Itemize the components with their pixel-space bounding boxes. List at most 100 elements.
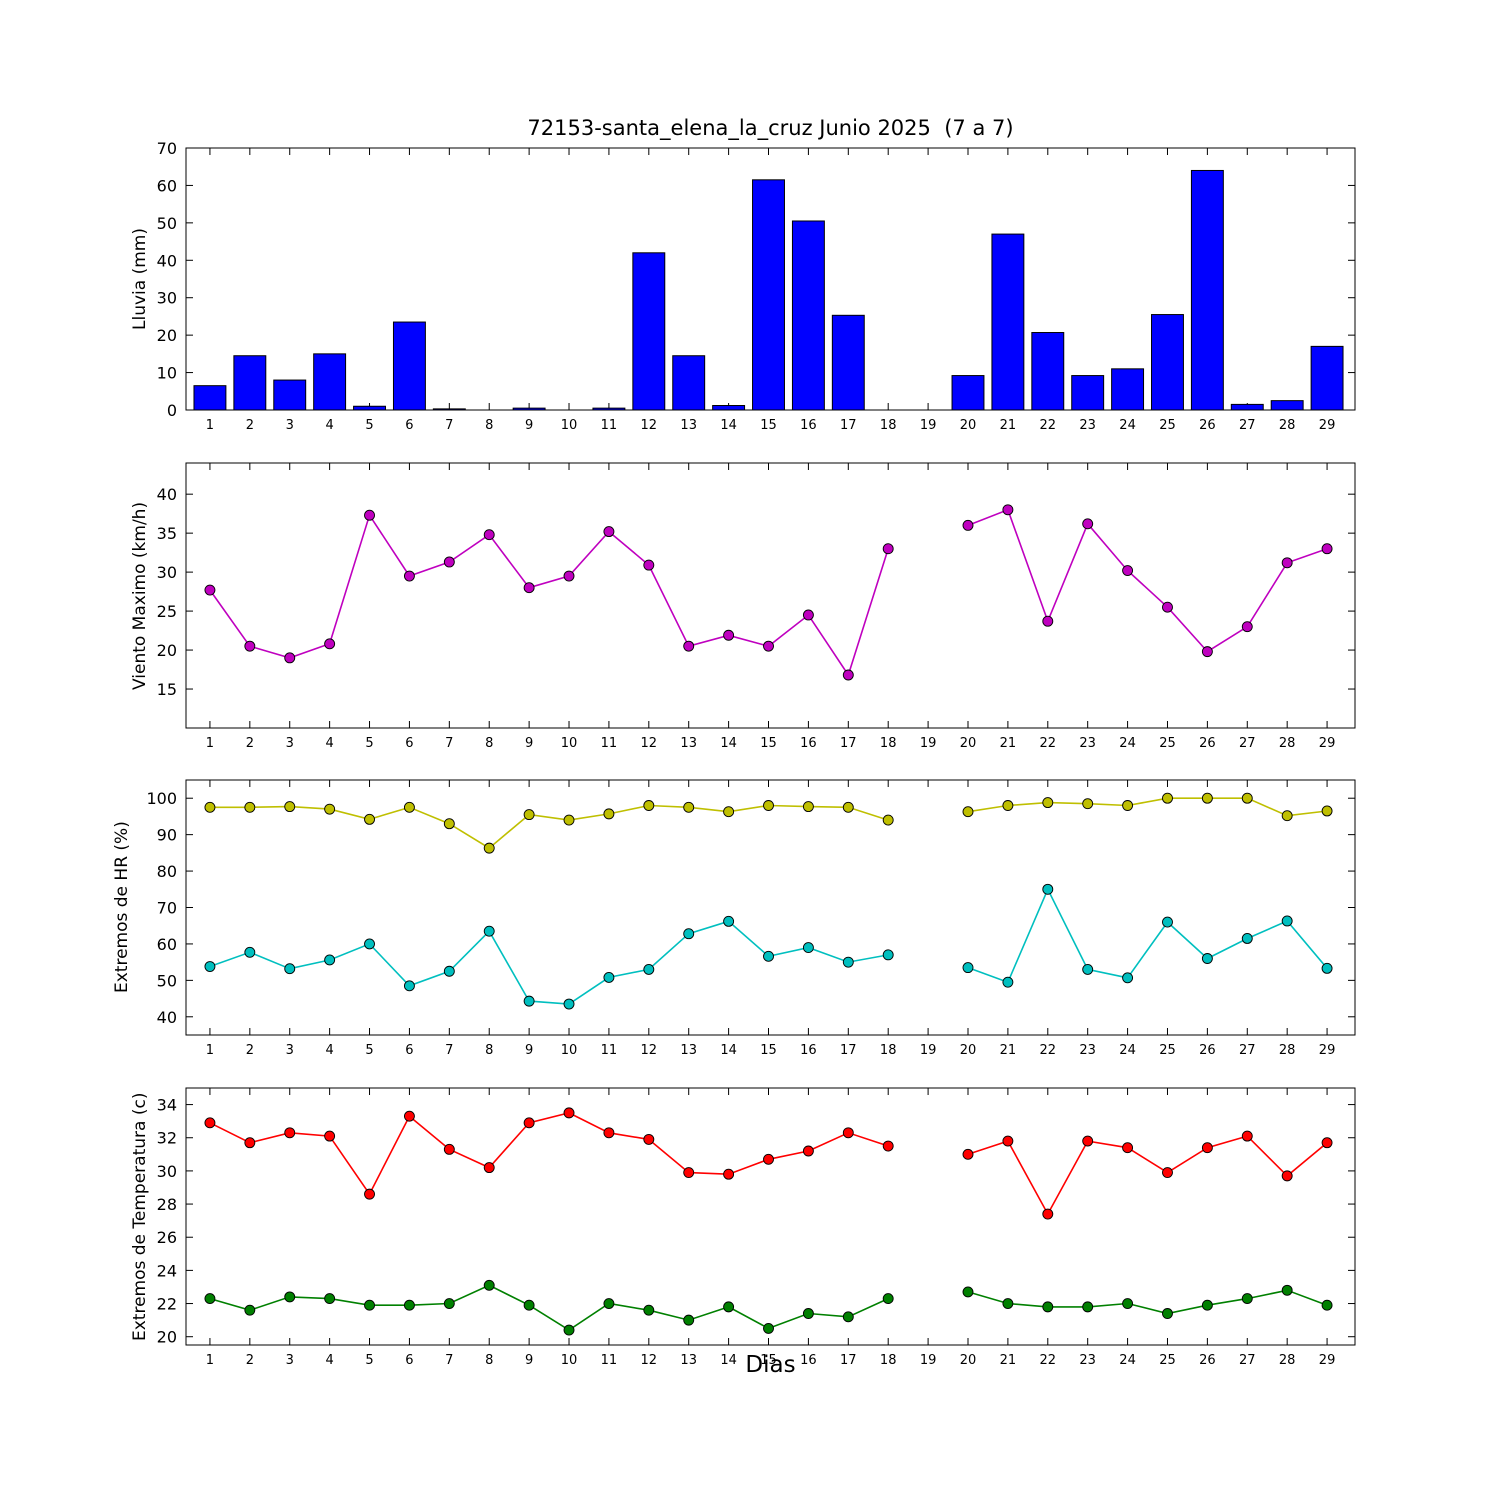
- hr-maxima-marker-day-2: [244, 801, 256, 813]
- hr-minima-marker-day-3: [284, 963, 296, 975]
- y-tick-label: 24: [157, 1261, 177, 1280]
- hr-minima-marker-day-25: [1162, 916, 1173, 928]
- y-tick-label: 100: [146, 789, 177, 808]
- hr-maxima-marker-day-27: [1241, 792, 1253, 804]
- x-tick-label: 13: [680, 1353, 697, 1368]
- hr-maxima-marker-day-29: [1321, 805, 1333, 817]
- x-tick-label: 19: [920, 418, 937, 433]
- hr-minima-marker-day-16: [802, 942, 814, 954]
- temperatura-maxima-marker-day-5: [364, 1188, 375, 1200]
- viento-maximo-marker-day-9: [523, 582, 535, 594]
- x-tick-label: 16: [800, 1043, 817, 1058]
- hr-maxima-marker-day-1: [204, 801, 216, 813]
- lluvia-bar-day-3: [273, 379, 307, 411]
- x-tick-label: 4: [325, 418, 333, 433]
- temperatura-maxima-marker-day-8: [483, 1162, 495, 1174]
- x-tick-label: 3: [286, 1353, 294, 1368]
- y-tick-label: 30: [157, 289, 177, 308]
- temperatura-maxima-marker-day-17: [842, 1127, 854, 1139]
- x-tick-label: 21: [1000, 736, 1017, 751]
- hr-maxima-line: [209, 797, 1328, 850]
- x-tick-label: 23: [1079, 418, 1096, 433]
- x-tick-label: 3: [286, 736, 294, 751]
- x-tick-label: 26: [1199, 1043, 1216, 1058]
- hr-maxima-marker-day-14: [723, 806, 735, 818]
- x-tick-label: 9: [525, 1353, 533, 1368]
- x-tick-label: 21: [1000, 418, 1017, 433]
- viento-maximo-marker-day-2: [244, 640, 256, 652]
- x-tick-label: 19: [920, 736, 937, 751]
- temperatura-maxima-marker-day-28: [1281, 1170, 1293, 1182]
- x-tick-label: 12: [641, 418, 658, 433]
- x-tick-label: 18: [880, 1043, 897, 1058]
- x-tick-label: 15: [760, 1353, 777, 1368]
- x-tick-label: 6: [405, 1043, 413, 1058]
- hr-maxima-marker-day-5: [364, 813, 375, 825]
- hr-minima-marker-day-2: [244, 946, 256, 958]
- xaxis-title: Dias: [745, 1352, 796, 1378]
- hr-minima-marker-day-21: [1002, 976, 1014, 988]
- temperatura-minima-marker-day-10: [563, 1324, 575, 1336]
- temperatura-maxima-marker-day-29: [1321, 1137, 1333, 1149]
- viento-maximo-marker-day-1: [204, 584, 216, 596]
- x-tick-label: 9: [525, 1043, 533, 1058]
- y-tick-label: 50: [157, 214, 177, 233]
- viento-maximo-marker-day-18: [882, 543, 894, 555]
- x-tick-label: 25: [1159, 736, 1176, 751]
- viento-maximo-marker-day-13: [683, 640, 695, 652]
- x-tick-label: 24: [1119, 1353, 1136, 1368]
- x-tick-label: 18: [880, 418, 897, 433]
- x-tick-label: 27: [1239, 736, 1256, 751]
- x-tick-label: 10: [561, 1043, 578, 1058]
- hr-maxima-marker-day-13: [683, 801, 695, 813]
- x-tick-label: 2: [246, 1353, 254, 1368]
- temperatura-minima-marker-day-2: [244, 1304, 256, 1316]
- x-tick-label: 27: [1239, 1043, 1256, 1058]
- lluvia-bar-day-25: [1151, 314, 1184, 411]
- hr-maxima-marker-day-24: [1122, 800, 1134, 811]
- ylabel-viento: Viento Maximo (km/h): [130, 501, 150, 690]
- temperatura-minima-marker-day-12: [643, 1304, 655, 1316]
- lluvia-bar-day-11: [592, 407, 626, 411]
- x-tick-label: 1: [206, 736, 214, 751]
- lluvia-bar-day-17: [831, 314, 865, 411]
- lluvia-bar-day-29: [1310, 345, 1344, 411]
- temperatura-maxima-marker-day-26: [1201, 1142, 1213, 1154]
- lluvia-bar-day-21: [991, 233, 1025, 411]
- temperatura-minima-marker-day-1: [204, 1293, 216, 1305]
- hr-maxima-marker-day-11: [603, 808, 615, 820]
- y-tick-label: 25: [157, 602, 177, 621]
- temperatura-minima-marker-day-17: [842, 1311, 854, 1323]
- hr-minima-marker-day-6: [403, 980, 415, 992]
- hr-minima-marker-day-28: [1281, 915, 1293, 927]
- temperatura-minima-marker-day-23: [1082, 1301, 1094, 1313]
- y-tick-label: 90: [157, 826, 177, 845]
- lluvia-bar-day-27: [1230, 403, 1264, 411]
- hr-maxima-marker-day-15: [763, 800, 774, 811]
- viento-maximo-marker-day-11: [603, 526, 615, 538]
- x-tick-label: 7: [445, 736, 453, 751]
- hr-maxima-marker-day-8: [483, 842, 495, 854]
- x-tick-label: 4: [325, 1353, 333, 1368]
- x-tick-label: 5: [365, 418, 373, 433]
- x-tick-label: 3: [286, 1043, 294, 1058]
- x-tick-label: 26: [1199, 1353, 1216, 1368]
- x-tick-label: 19: [920, 1043, 937, 1058]
- x-tick-label: 10: [561, 736, 578, 751]
- ylabel-temperatura: Extremos de Temperatura (c): [130, 1092, 150, 1341]
- x-tick-label: 14: [720, 1353, 737, 1368]
- x-tick-label: 16: [800, 736, 817, 751]
- x-tick-label: 13: [680, 1043, 697, 1058]
- x-tick-label: 11: [601, 418, 618, 433]
- lluvia-bar-day-7: [432, 408, 466, 411]
- x-tick-label: 29: [1319, 1043, 1336, 1058]
- x-tick-label: 14: [720, 1043, 737, 1058]
- x-tick-label: 7: [445, 1353, 453, 1368]
- ylabel-lluvia: Lluvia (mm): [130, 228, 150, 330]
- temperatura-minima-marker-day-26: [1201, 1299, 1213, 1311]
- hr-maxima-marker-day-7: [443, 818, 455, 830]
- hr-maxima-marker-day-26: [1201, 792, 1213, 804]
- x-tick-label: 23: [1079, 1043, 1096, 1058]
- y-tick-label: 40: [157, 251, 177, 270]
